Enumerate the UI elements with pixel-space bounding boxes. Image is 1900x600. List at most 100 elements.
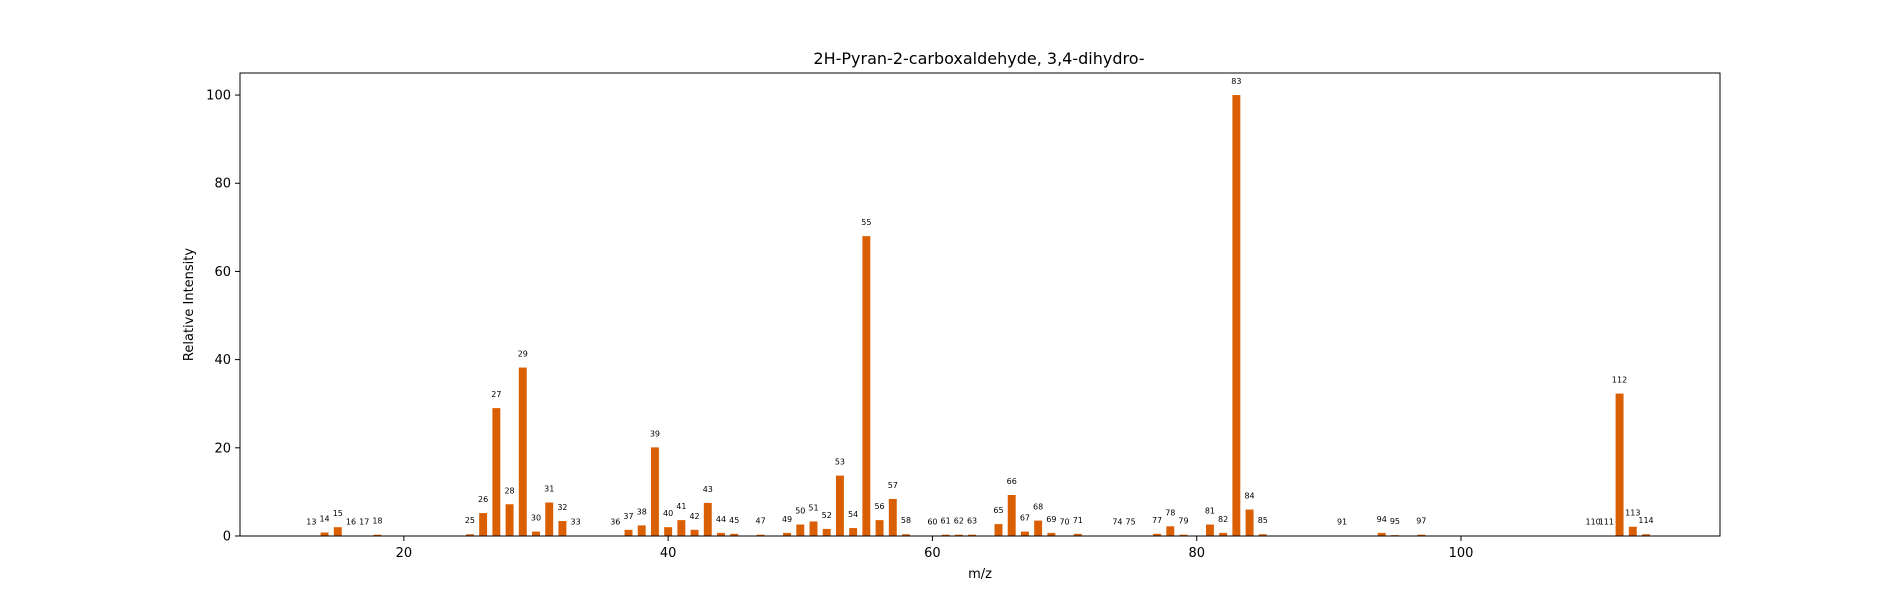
bar-label-mz-29: 29 xyxy=(518,350,528,359)
bar-label-mz-63: 63 xyxy=(967,517,977,526)
bar-mz-68 xyxy=(1034,520,1043,536)
y-tick-label-0: 0 xyxy=(223,530,231,545)
bar-mz-18 xyxy=(373,534,382,536)
x-axis-label: m/z xyxy=(968,567,992,582)
bar-mz-40 xyxy=(664,527,673,536)
bar-mz-77 xyxy=(1153,533,1162,536)
bar-label-mz-62: 62 xyxy=(954,517,964,526)
bar-label-mz-15: 15 xyxy=(333,509,343,518)
bar-mz-56 xyxy=(875,520,884,536)
bar-mz-38 xyxy=(637,525,646,536)
bar-label-mz-74: 74 xyxy=(1112,518,1122,527)
bar-label-mz-13: 13 xyxy=(306,518,316,527)
bar-label-mz-79: 79 xyxy=(1178,517,1188,526)
bar-label-mz-54: 54 xyxy=(848,510,858,519)
bar-label-mz-16: 16 xyxy=(346,518,356,527)
bar-mz-50 xyxy=(796,524,805,536)
bar-label-mz-49: 49 xyxy=(782,515,792,524)
bar-label-mz-78: 78 xyxy=(1165,508,1175,517)
x-tick-label-80: 80 xyxy=(1188,546,1205,561)
chart-title: 2H-Pyran-2-carboxaldehyde, 3,4-dihydro- xyxy=(813,49,1144,68)
y-axis-label: Relative Intensity xyxy=(182,248,197,361)
bar-label-mz-95: 95 xyxy=(1390,517,1400,526)
bar-mz-69 xyxy=(1047,532,1056,536)
bar-label-mz-30: 30 xyxy=(531,514,541,523)
bar-label-mz-55: 55 xyxy=(861,218,871,227)
bar-mz-112 xyxy=(1615,393,1624,536)
bar-mz-42 xyxy=(690,529,699,536)
bar-mz-47 xyxy=(756,534,765,536)
bar-label-mz-25: 25 xyxy=(465,516,475,525)
bar-mz-71 xyxy=(1073,533,1082,536)
bar-mz-97 xyxy=(1417,534,1426,536)
bar-mz-66 xyxy=(1007,494,1016,536)
bar-mz-44 xyxy=(717,532,725,536)
bar-label-mz-57: 57 xyxy=(888,481,898,490)
bar-label-mz-68: 68 xyxy=(1033,503,1043,512)
plot-area-frame xyxy=(239,72,1721,537)
bar-mz-57 xyxy=(888,498,897,536)
bar-mz-114 xyxy=(1642,534,1650,536)
bar-mz-52 xyxy=(822,528,831,536)
bar-mz-29 xyxy=(518,367,527,536)
bar-label-mz-66: 66 xyxy=(1007,477,1017,486)
bar-mz-28 xyxy=(505,504,514,536)
bar-label-mz-14: 14 xyxy=(319,514,329,523)
bar-label-mz-65: 65 xyxy=(993,506,1003,515)
bar-label-mz-17: 17 xyxy=(359,518,369,527)
bar-mz-67 xyxy=(1020,531,1029,536)
bar-mz-58 xyxy=(902,534,910,536)
bar-mz-30 xyxy=(532,531,540,536)
bar-mz-61 xyxy=(941,534,950,536)
bar-mz-15 xyxy=(333,527,342,536)
bar-mz-14 xyxy=(320,532,329,536)
bar-label-mz-51: 51 xyxy=(808,503,818,512)
bar-label-mz-39: 39 xyxy=(650,429,660,438)
y-tick-label-20: 20 xyxy=(214,441,231,456)
bar-label-mz-77: 77 xyxy=(1152,516,1162,525)
x-tick-label-40: 40 xyxy=(660,546,677,561)
x-tick-label-100: 100 xyxy=(1449,546,1474,561)
bar-mz-53 xyxy=(835,475,844,536)
bar-mz-32 xyxy=(558,521,567,536)
bar-label-mz-43: 43 xyxy=(703,485,713,494)
bar-label-mz-38: 38 xyxy=(637,507,647,516)
bar-label-mz-27: 27 xyxy=(491,390,501,399)
bar-label-mz-113: 113 xyxy=(1625,509,1640,518)
bar-label-mz-114: 114 xyxy=(1638,516,1653,525)
bar-mz-26 xyxy=(479,513,488,536)
bar-mz-27 xyxy=(492,408,501,536)
bar-mz-82 xyxy=(1219,532,1228,536)
y-tick-label-80: 80 xyxy=(214,177,231,192)
bar-label-mz-41: 41 xyxy=(676,502,686,511)
bar-label-mz-18: 18 xyxy=(372,517,382,526)
bar-mz-41 xyxy=(677,520,686,536)
bar-mz-45 xyxy=(730,533,739,536)
bar-mz-79 xyxy=(1179,534,1188,536)
y-axis: 0 20 40 60 80 100 xyxy=(206,89,240,545)
bar-label-mz-112: 112 xyxy=(1612,376,1627,385)
bar-label-mz-94: 94 xyxy=(1377,515,1387,524)
bar-label-mz-31: 31 xyxy=(544,484,554,493)
bar-mz-113 xyxy=(1628,526,1637,536)
bar-label-mz-33: 33 xyxy=(571,518,581,527)
bar-label-mz-53: 53 xyxy=(835,458,845,467)
bar-mz-94 xyxy=(1377,532,1386,536)
bar-label-mz-47: 47 xyxy=(756,517,766,526)
bar-label-mz-81: 81 xyxy=(1205,507,1215,516)
bar-mz-62 xyxy=(954,534,963,536)
bar-mz-39 xyxy=(650,447,659,536)
bar-label-mz-50: 50 xyxy=(795,507,805,516)
bar-label-mz-45: 45 xyxy=(729,516,739,525)
bar-mz-81 xyxy=(1205,524,1214,536)
bar-label-mz-82: 82 xyxy=(1218,515,1228,524)
bar-mz-51 xyxy=(809,521,818,536)
bar-label-mz-26: 26 xyxy=(478,495,488,504)
bar-label-mz-37: 37 xyxy=(623,512,633,521)
bar-label-mz-56: 56 xyxy=(874,502,884,511)
bar-label-mz-28: 28 xyxy=(504,486,514,495)
bar-label-mz-42: 42 xyxy=(689,512,699,521)
bar-label-mz-110: 110 xyxy=(1585,518,1600,527)
bar-label-mz-91: 91 xyxy=(1337,518,1347,527)
